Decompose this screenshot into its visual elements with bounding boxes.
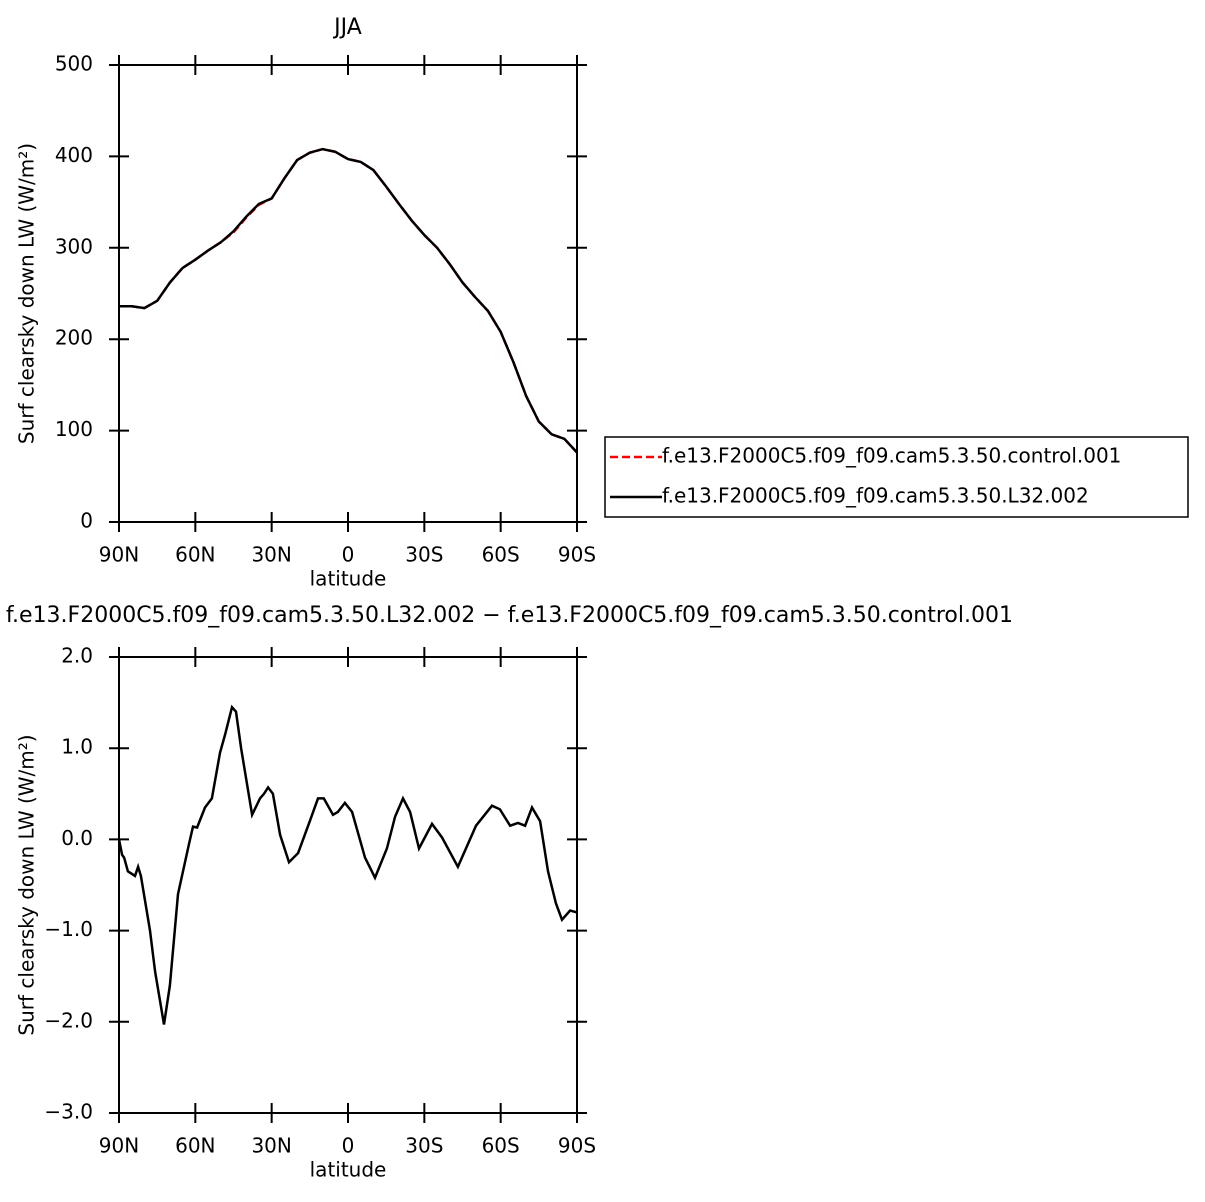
chart-title: JJA — [332, 15, 362, 40]
y-tick-label: 300 — [55, 234, 93, 258]
legend-box — [604, 436, 1189, 518]
y-tick-label: 100 — [55, 417, 93, 441]
y-axis-label: Surf clearsky down LW (W/m²) — [15, 143, 39, 444]
y-tick-label: 2.0 — [61, 644, 93, 668]
data-line — [119, 147, 578, 454]
x-axis-label: latitude — [310, 567, 387, 591]
data-line — [119, 147, 578, 454]
x-tick-label: 90S — [558, 543, 596, 567]
y-tick-label: 1.0 — [61, 735, 93, 759]
x-axis-label: latitude — [310, 1158, 387, 1182]
x-tick-label: 60S — [482, 543, 520, 567]
y-axis-label: Surf clearsky down LW (W/m²) — [15, 734, 39, 1035]
legend-label: f.e13.F2000C5.f09_f09.cam5.3.50.L32.002 — [662, 484, 1089, 508]
y-tick-label: 400 — [55, 143, 93, 167]
y-tick-label: −1.0 — [44, 917, 93, 941]
y-tick-label: −2.0 — [44, 1008, 93, 1032]
y-tick-label: 0.0 — [61, 826, 93, 850]
y-tick-label: 0 — [80, 509, 93, 533]
x-tick-label: 60S — [482, 1134, 520, 1158]
legend-label: f.e13.F2000C5.f09_f09.cam5.3.50.control.… — [662, 444, 1121, 468]
x-tick-label: 60N — [175, 543, 215, 567]
x-tick-label: 90N — [99, 1134, 139, 1158]
x-tick-label: 60N — [175, 1134, 215, 1158]
x-tick-label: 90N — [99, 543, 139, 567]
y-tick-label: 500 — [55, 52, 93, 76]
plot-frame — [118, 64, 578, 523]
y-tick-label: −3.0 — [44, 1100, 93, 1124]
x-tick-label: 30N — [251, 543, 291, 567]
x-tick-label: 30S — [405, 1134, 443, 1158]
y-tick-label: 200 — [55, 326, 93, 350]
data-line — [117, 704, 578, 1025]
x-tick-label: 0 — [342, 1134, 355, 1158]
plot-frame — [118, 656, 578, 1114]
x-tick-label: 30N — [251, 1134, 291, 1158]
x-tick-label: 0 — [342, 543, 355, 567]
chart-title: f.e13.F2000C5.f09_f09.cam5.3.50.L32.002 … — [6, 603, 1013, 628]
x-tick-label: 30S — [405, 543, 443, 567]
x-tick-label: 90S — [558, 1134, 596, 1158]
